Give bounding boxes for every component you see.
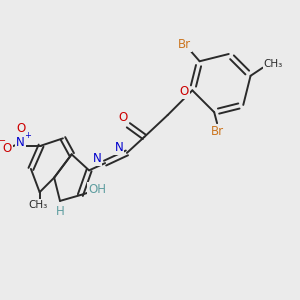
Text: +: + xyxy=(24,131,31,140)
Text: OH: OH xyxy=(88,183,106,196)
Text: CH₃: CH₃ xyxy=(264,58,283,69)
Text: O: O xyxy=(16,122,25,135)
Text: O: O xyxy=(2,142,12,155)
Text: CH₃: CH₃ xyxy=(28,200,48,210)
Text: Br: Br xyxy=(178,38,191,51)
Text: N: N xyxy=(114,141,123,154)
Text: −: − xyxy=(0,136,6,146)
Text: O: O xyxy=(118,111,128,124)
Text: O: O xyxy=(180,85,189,98)
Text: N: N xyxy=(93,152,101,165)
Text: H: H xyxy=(56,205,64,218)
Text: N: N xyxy=(16,136,25,149)
Text: Br: Br xyxy=(211,124,224,138)
